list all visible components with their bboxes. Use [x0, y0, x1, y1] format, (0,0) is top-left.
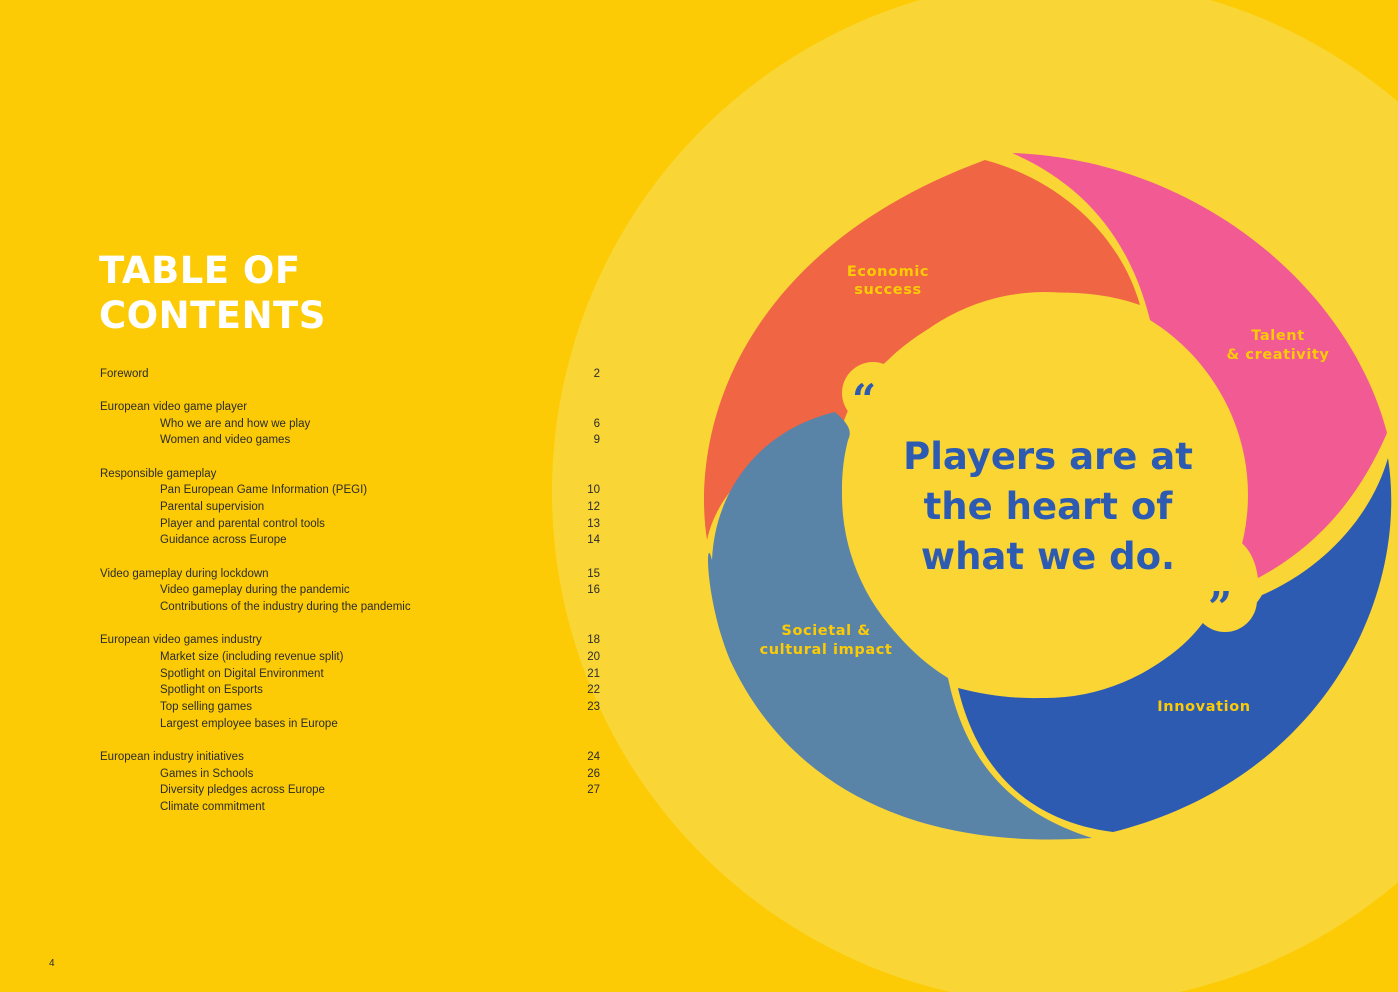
- toc-entry-label: Video gameplay during the pandemic: [160, 584, 350, 596]
- label-economic-line2: success: [854, 282, 921, 298]
- toc-entry[interactable]: Player and parental control tools 13: [0, 516, 600, 532]
- page-title: TABLE OF CONTENTS: [99, 248, 326, 338]
- toc-entry[interactable]: Spotlight on Digital Environment 21: [0, 666, 600, 682]
- toc-entry[interactable]: European video game player: [0, 399, 600, 415]
- toc-entry-page: 22: [587, 684, 600, 696]
- toc-entry-page: 15: [587, 568, 600, 580]
- toc-entry[interactable]: Parental supervision 12: [0, 499, 600, 515]
- toc-entry[interactable]: Responsible gameplay: [0, 466, 600, 482]
- label-talent-line2: & creativity: [1227, 347, 1330, 363]
- toc-entry[interactable]: Video gameplay during lockdown 15: [0, 566, 600, 582]
- toc-entry-label: Top selling games: [160, 701, 253, 713]
- toc-entry-label: Player and parental control tools: [160, 518, 325, 530]
- toc-entry-label: Diversity pledges across Europe: [160, 784, 325, 796]
- toc-entry-page: 26: [587, 768, 600, 780]
- toc-entry-page: 27: [587, 784, 600, 796]
- toc-entry[interactable]: Spotlight on Esports 22: [0, 682, 600, 698]
- toc-entry[interactable]: Foreword 2: [0, 366, 600, 382]
- toc-entry-page: 21: [587, 668, 600, 680]
- toc-entry-label: Games in Schools: [160, 768, 254, 780]
- label-innovation: Innovation: [1157, 699, 1250, 715]
- toc-entry-label: Largest employee bases in Europe: [160, 718, 338, 730]
- toc-entry[interactable]: Pan European Game Information (PEGI) 10: [0, 482, 600, 498]
- toc-entry[interactable]: Women and video games 9: [0, 432, 600, 448]
- toc-entry-page: 12: [587, 501, 600, 513]
- label-talent-line1: Talent: [1251, 328, 1304, 344]
- toc-entry[interactable]: Video gameplay during the pandemic 16: [0, 582, 600, 598]
- toc-entry-label: Guidance across Europe: [160, 534, 287, 546]
- toc-entry-page: 24: [587, 751, 600, 763]
- toc-entry-label: Contributions of the industry during the…: [160, 601, 411, 613]
- open-quote-bubble: [842, 362, 904, 424]
- toc-entry-label: European industry initiatives: [100, 751, 244, 763]
- toc-entry-page: 6: [593, 418, 600, 430]
- toc-entry[interactable]: Diversity pledges across Europe 27: [0, 782, 600, 798]
- toc-entry-label: Video gameplay during lockdown: [100, 568, 269, 580]
- wheel-segment-talent: [1012, 153, 1387, 578]
- toc-entry-page: 20: [587, 651, 600, 663]
- toc-entry-label: Market size (including revenue split): [160, 651, 344, 663]
- wheel-segment-innovation: [958, 458, 1392, 832]
- toc-entry[interactable]: Contributions of the industry during the…: [0, 599, 600, 615]
- center-circle: [842, 292, 1248, 698]
- toc-entry-label: Women and video games: [160, 434, 291, 446]
- toc-entry-label: Climate commitment: [160, 801, 265, 813]
- open-quote-mark: “: [852, 375, 876, 424]
- toc-entry[interactable]: Largest employee bases in Europe: [0, 716, 600, 732]
- toc-entry-page: 18: [587, 634, 600, 646]
- toc-entry-page: 14: [587, 534, 600, 546]
- toc-entry-label: Foreword: [100, 368, 149, 380]
- label-societal-line1: Societal &: [781, 623, 870, 639]
- toc-entry-page: 9: [593, 434, 600, 446]
- quote-line-1: Players are at: [903, 435, 1193, 478]
- toc-entry[interactable]: Climate commitment: [0, 799, 600, 815]
- toc-entry-page: 23: [587, 701, 600, 713]
- page-title-line-2: CONTENTS: [99, 294, 326, 337]
- toc-entry-label: Spotlight on Digital Environment: [160, 668, 324, 680]
- toc-entry-page: 2: [593, 368, 600, 380]
- page-number: 4: [49, 958, 55, 969]
- wheel-segment-economic: [703, 160, 1140, 540]
- toc-entry[interactable]: European video games industry 18: [0, 632, 600, 648]
- toc-entry-label: Parental supervision: [160, 501, 265, 513]
- toc-entry-page: 10: [587, 484, 600, 496]
- page-title-line-1: TABLE OF: [99, 249, 301, 292]
- label-economic-line1: Economic: [847, 264, 929, 280]
- toc-entry-page: 13: [587, 518, 600, 530]
- quote-line-2: the heart of: [924, 485, 1174, 528]
- toc-entry-label: Pan European Game Information (PEGI): [160, 484, 368, 496]
- toc-entry-label: Responsible gameplay: [100, 468, 217, 480]
- label-societal-line2: cultural impact: [760, 642, 893, 658]
- toc-entry[interactable]: Who we are and how we play 6: [0, 416, 600, 432]
- close-quote-bubble: [1193, 568, 1257, 632]
- toc-entry[interactable]: Top selling games 23: [0, 699, 600, 715]
- toc-entry[interactable]: Games in Schools 26: [0, 766, 600, 782]
- toc-entry-label: Who we are and how we play: [160, 418, 311, 430]
- toc-entry[interactable]: Market size (including revenue split) 20: [0, 649, 600, 665]
- toc-entry-label: Spotlight on Esports: [160, 684, 263, 696]
- close-quote-mark: ”: [1208, 583, 1232, 632]
- toc-entry[interactable]: Guidance across Europe 14: [0, 532, 600, 548]
- toc-entry-page: 16: [587, 584, 600, 596]
- toc-entry-label: European video games industry: [100, 634, 262, 646]
- quote-line-3: what we do.: [921, 535, 1175, 578]
- toc-entry-label: European video game player: [100, 401, 248, 413]
- wheel-segment-societal: [707, 412, 1092, 840]
- toc-entry[interactable]: European industry initiatives 24: [0, 749, 600, 765]
